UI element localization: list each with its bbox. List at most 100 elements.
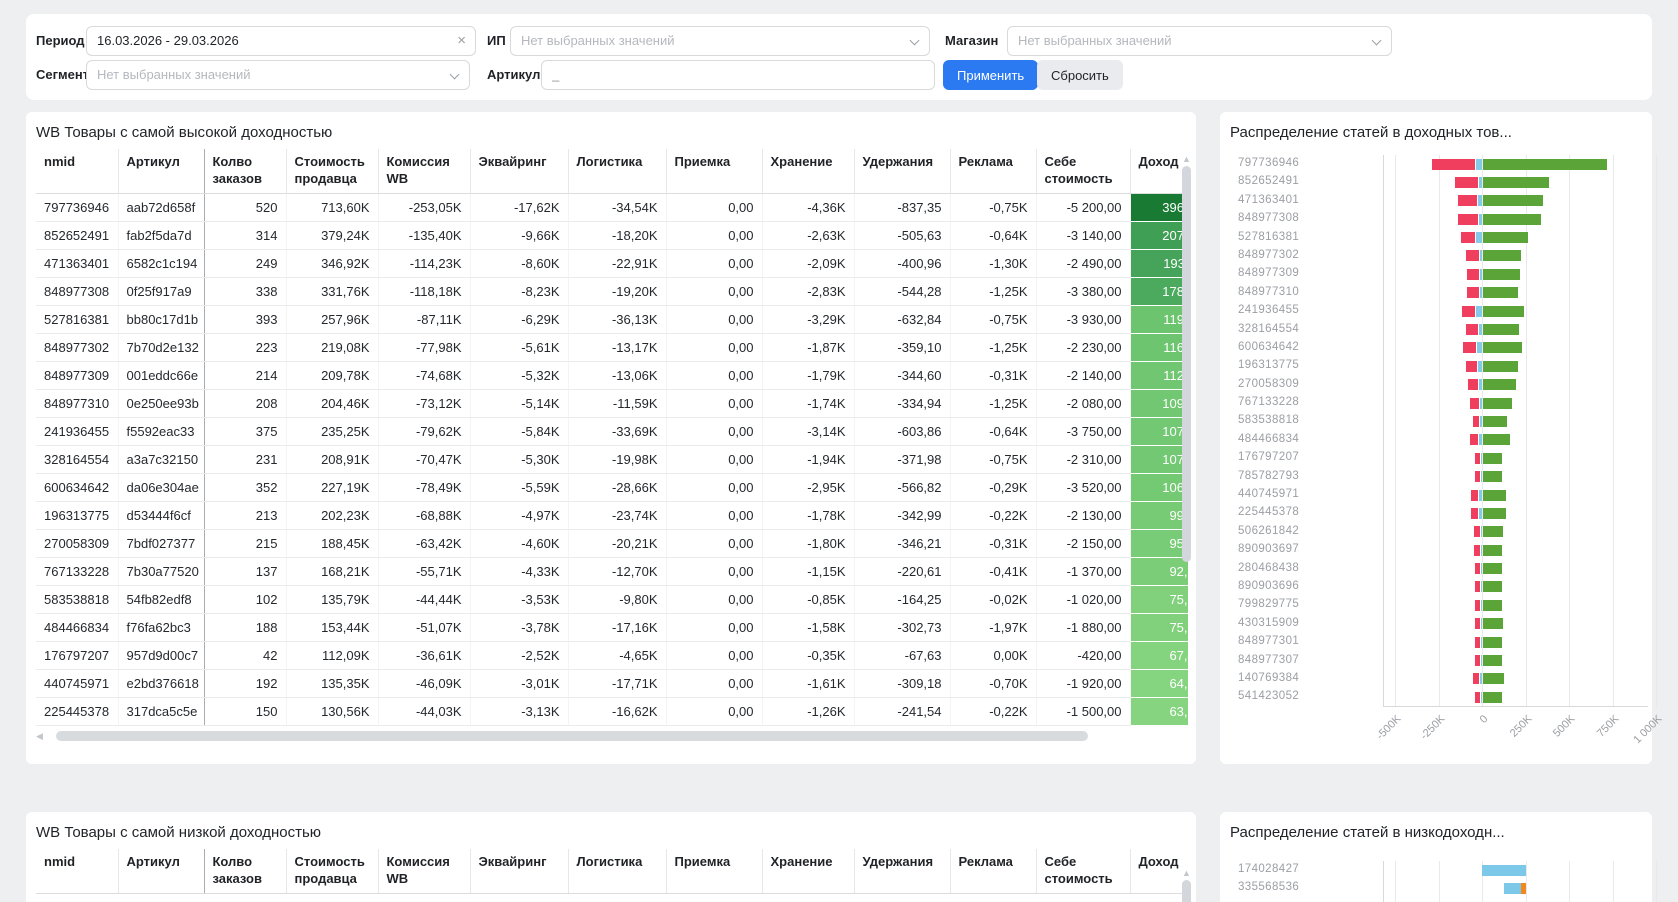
bar-segment[interactable]	[1483, 360, 1519, 372]
bar-segment[interactable]	[1483, 636, 1503, 648]
table-row[interactable]: 797736946 aab72d658f 520 713,60K -253,05K -17…	[36, 193, 1188, 222]
bar-segment[interactable]	[1478, 213, 1482, 225]
bar-segment[interactable]	[1483, 563, 1503, 575]
column-header[interactable]: Удержания	[854, 849, 951, 894]
bar-segment[interactable]	[1480, 544, 1482, 556]
bar-segment[interactable]	[1476, 305, 1482, 317]
table-row[interactable]: 176797207 957d9d00c7 42 112,09K -36,61K -2,52…	[36, 641, 1188, 670]
bar-segment[interactable]	[1480, 415, 1482, 427]
column-header[interactable]: Комиссия WB	[378, 149, 471, 194]
column-header[interactable]: Эквайринг	[470, 849, 569, 894]
scroll-up-icon[interactable]: ▲	[1182, 154, 1191, 164]
table-row[interactable]: 767133228 7b30a77520 137 168,21K -55,71K -4,3…	[36, 557, 1188, 586]
column-header[interactable]: nmid	[36, 849, 119, 894]
column-header[interactable]: Логистика	[568, 849, 667, 894]
bar-segment[interactable]	[1465, 360, 1477, 372]
bar-segment[interactable]	[1471, 507, 1479, 519]
table-row[interactable]: 471363401 6582c1c194 249 346,92K -114,23K -8,…	[36, 249, 1188, 278]
vertical-scrollbar-thumb[interactable]	[1182, 880, 1191, 902]
column-header[interactable]: Артикул	[118, 849, 205, 894]
period-value[interactable]	[97, 27, 447, 54]
column-header[interactable]: Доход	[1130, 149, 1188, 194]
bar-segment[interactable]	[1483, 250, 1522, 262]
column-header[interactable]: Доход	[1130, 849, 1188, 894]
bar-segment[interactable]	[1470, 489, 1478, 501]
top-table-scroll-area[interactable]: nmid Артикул Колво заказов Стоимость продав…	[36, 149, 1188, 726]
bar-segment[interactable]	[1466, 268, 1479, 280]
horizontal-scrollbar[interactable]: ◀	[36, 730, 1188, 742]
column-header[interactable]: Эквайринг	[470, 149, 569, 194]
bar-segment[interactable]	[1474, 471, 1480, 483]
bar-segment[interactable]	[1483, 342, 1523, 354]
scroll-up-icon[interactable]: ▲	[1182, 868, 1191, 878]
bar-segment[interactable]	[1480, 655, 1482, 667]
bar-segment[interactable]	[1481, 452, 1482, 464]
bar-segment[interactable]	[1475, 158, 1482, 170]
bar-segment[interactable]	[1475, 691, 1481, 703]
column-header[interactable]: Колво заказов	[204, 149, 287, 194]
bar-segment[interactable]	[1479, 673, 1482, 685]
bar-segment[interactable]	[1475, 232, 1482, 244]
bar-segment[interactable]	[1483, 691, 1503, 703]
bar-segment[interactable]	[1483, 324, 1520, 336]
bar-segment[interactable]	[1503, 882, 1521, 894]
bar-segment[interactable]	[1483, 673, 1504, 685]
table-row[interactable]: 600634642 da06e304ae 352 227,19K -78,49K -5,5…	[36, 473, 1188, 502]
bar-segment[interactable]	[1483, 655, 1503, 667]
bar-segment[interactable]	[1483, 397, 1513, 409]
bar-segment[interactable]	[1472, 673, 1479, 685]
bar-segment[interactable]	[1474, 618, 1480, 630]
bar-segment[interactable]	[1474, 655, 1480, 667]
column-header[interactable]: Реклама	[950, 149, 1037, 194]
column-header[interactable]: Комиссия WB	[378, 849, 471, 894]
bottom-table-scroll-area[interactable]: nmid Артикул Колво заказов Стоимость продав…	[36, 849, 1188, 894]
bar-segment[interactable]	[1483, 507, 1506, 519]
table-row[interactable]: 440745971 e2bd376618 192 135,35K -46,09K -3,0…	[36, 669, 1188, 698]
column-header[interactable]: Себе стоимость	[1036, 149, 1131, 194]
bar-segment[interactable]	[1431, 158, 1475, 170]
vertical-scrollbar-thumb[interactable]	[1182, 166, 1191, 562]
bar-segment[interactable]	[1483, 232, 1528, 244]
bar-segment[interactable]	[1483, 618, 1503, 630]
table-row[interactable]: 241936455 f5592eac33 375 235,25K -79,62K -5,8…	[36, 417, 1188, 446]
bar-segment[interactable]	[1469, 397, 1479, 409]
bar-segment[interactable]	[1466, 250, 1479, 262]
bar-segment[interactable]	[1470, 434, 1479, 446]
bar-segment[interactable]	[1474, 581, 1480, 593]
table-row[interactable]: 848977302 7b70d2e132 223 219,08K -77,98K -5,6…	[36, 333, 1188, 362]
table-row[interactable]: 848977309 001eddc66e 214 209,78K -74,68K -5,3…	[36, 361, 1188, 390]
column-header[interactable]: Стоимость продавца	[286, 849, 379, 894]
bar-segment[interactable]	[1483, 599, 1503, 611]
column-header[interactable]: Артикул	[118, 149, 205, 194]
bar-segment[interactable]	[1481, 691, 1482, 703]
bar-segment[interactable]	[1483, 581, 1502, 593]
bar-segment[interactable]	[1479, 507, 1482, 519]
table-row[interactable]: 196313775 d53444f6cf 213 202,23K -68,88K -4,9…	[36, 501, 1188, 530]
column-header[interactable]: Логистика	[568, 149, 667, 194]
horizontal-scrollbar-thumb[interactable]	[56, 731, 1088, 741]
bar-segment[interactable]	[1479, 268, 1482, 280]
table-row[interactable]: 328164554 a3a7c32150 231 208,91K -70,47K -5,3…	[36, 445, 1188, 474]
column-header[interactable]: Приемка	[666, 849, 763, 894]
table-row[interactable]: 527816381 bb80c17d1b 393 257,96K -87,11K -6,2…	[36, 305, 1188, 334]
bar-segment[interactable]	[1478, 324, 1482, 336]
clear-icon[interactable]: ×	[457, 32, 466, 49]
column-header[interactable]: Удержания	[854, 149, 951, 194]
article-value[interactable]	[552, 61, 906, 88]
bar-segment[interactable]	[1477, 195, 1482, 207]
shop-select[interactable]: Нет выбранных значений	[1007, 26, 1392, 56]
bar-segment[interactable]	[1466, 324, 1478, 336]
bar-segment[interactable]	[1458, 195, 1477, 207]
bar-segment[interactable]	[1483, 195, 1544, 207]
table-row[interactable]: 583538818 54fb82edf8 102 135,79K -44,44K -3,5…	[36, 585, 1188, 614]
bar-segment[interactable]	[1458, 213, 1478, 225]
bar-segment[interactable]	[1475, 599, 1481, 611]
bar-segment[interactable]	[1483, 452, 1503, 464]
scroll-left-icon[interactable]: ◀	[36, 731, 43, 741]
bar-segment[interactable]	[1483, 268, 1520, 280]
bar-segment[interactable]	[1455, 176, 1478, 188]
bar-segment[interactable]	[1460, 232, 1475, 244]
table-row[interactable]: 225445378 317dca5c5e 150 130,56K -44,03K -3,1…	[36, 697, 1188, 726]
bar-segment[interactable]	[1474, 563, 1480, 575]
bar-segment[interactable]	[1473, 526, 1480, 538]
